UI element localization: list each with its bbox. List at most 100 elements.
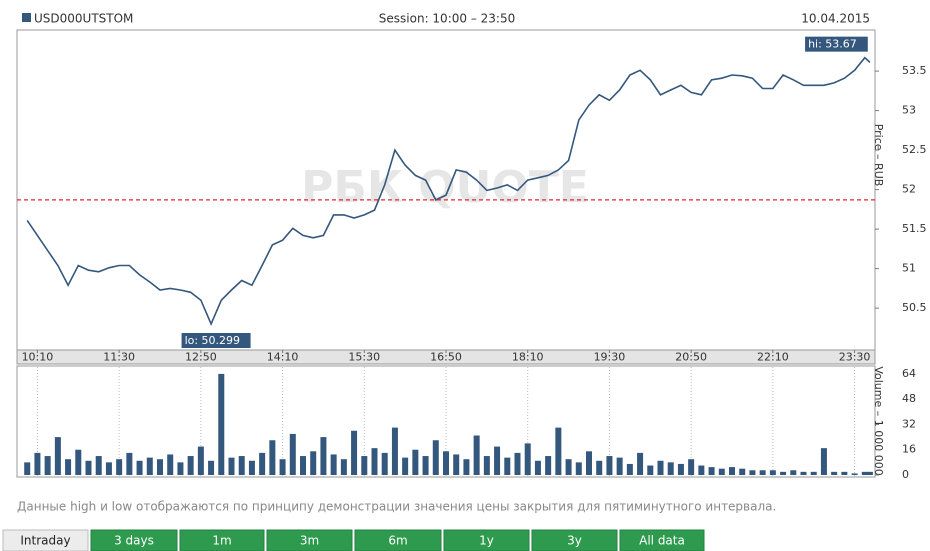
volume-bar bbox=[708, 467, 715, 475]
volume-bar bbox=[238, 456, 245, 475]
volume-bar bbox=[279, 459, 286, 475]
volume-bar bbox=[514, 452, 521, 475]
volume-bar bbox=[739, 468, 746, 475]
tab-label[interactable]: 1m bbox=[212, 534, 231, 548]
volume-bar bbox=[146, 457, 153, 475]
tab-label[interactable]: 3y bbox=[567, 534, 582, 548]
volume-axis-title: Volume – 1 000 000 bbox=[872, 366, 885, 475]
tab-label[interactable]: 1y bbox=[479, 534, 494, 548]
volume-bar bbox=[412, 449, 419, 475]
volume-bar bbox=[422, 456, 429, 475]
volume-bar bbox=[626, 463, 633, 475]
volume-bar bbox=[677, 463, 684, 475]
tab-label[interactable]: All data bbox=[639, 534, 685, 548]
volume-bar bbox=[105, 462, 112, 475]
volume-bar bbox=[575, 462, 582, 475]
volume-bar bbox=[443, 451, 449, 475]
volume-bar bbox=[749, 470, 756, 475]
tab-label[interactable]: 6m bbox=[388, 534, 407, 548]
volume-bar bbox=[483, 456, 490, 475]
y-tick-label: 64 bbox=[902, 367, 916, 380]
volume-bar bbox=[647, 465, 654, 475]
volume-bar bbox=[606, 456, 613, 475]
volume-bar bbox=[657, 460, 664, 475]
volume-panel bbox=[16, 365, 876, 478]
volume-bar bbox=[769, 470, 776, 475]
volume-bar bbox=[866, 471, 873, 475]
tab[interactable] bbox=[266, 529, 353, 551]
volume-bar bbox=[85, 460, 92, 475]
volume-bar bbox=[310, 451, 317, 475]
volume-bar bbox=[65, 459, 72, 475]
tab[interactable] bbox=[90, 529, 178, 551]
volume-bar bbox=[831, 471, 838, 475]
tab-label[interactable]: 3m bbox=[300, 534, 319, 548]
y-tick-label: 48 bbox=[902, 392, 916, 405]
volume-bar bbox=[381, 452, 388, 475]
session: Session: 10:00 – 23:50 bbox=[379, 12, 515, 26]
volume-bar bbox=[759, 470, 766, 475]
y-tick-label: 52 bbox=[902, 183, 916, 196]
y-tick-label: 16 bbox=[902, 443, 916, 456]
volume-bar bbox=[861, 471, 868, 475]
volume-bar bbox=[248, 460, 255, 475]
x-tick-label: 15:30 bbox=[348, 351, 380, 364]
volume-bar bbox=[187, 456, 194, 475]
x-tick-label: 10:10 bbox=[22, 351, 54, 364]
volume-bar bbox=[402, 457, 409, 475]
volume-bar bbox=[391, 427, 398, 475]
volume-bar bbox=[208, 460, 215, 475]
legend-swatch bbox=[22, 13, 31, 22]
y-tick-label: 32 bbox=[902, 417, 916, 430]
volume-bar bbox=[698, 465, 705, 475]
footnote: Данные high и low отображаются по принци… bbox=[17, 500, 776, 514]
volume-bar bbox=[259, 452, 266, 475]
volume-bar bbox=[616, 457, 623, 475]
x-tick-label: 12:50 bbox=[185, 351, 217, 364]
tab[interactable] bbox=[179, 529, 265, 551]
x-tick-label: 19:30 bbox=[594, 351, 626, 364]
tab[interactable] bbox=[2, 529, 89, 551]
volume-bar bbox=[340, 459, 347, 475]
volume-bar bbox=[810, 471, 817, 475]
tabs: Intraday 3 days 1m 3m 6m 1y 3y All data bbox=[2, 529, 705, 551]
volume-bar bbox=[167, 454, 174, 475]
tab[interactable] bbox=[443, 529, 530, 551]
tab[interactable] bbox=[354, 529, 442, 551]
volume-bar bbox=[351, 430, 358, 475]
volume-bar bbox=[432, 440, 439, 475]
volume-bar bbox=[34, 452, 41, 475]
volume-bar bbox=[800, 471, 807, 475]
volume-bar bbox=[463, 459, 470, 475]
x-tick-label: 14:10 bbox=[267, 351, 299, 364]
volume-bar bbox=[494, 446, 501, 475]
volume-bar bbox=[54, 437, 61, 475]
tab-label[interactable]: Intraday bbox=[20, 534, 70, 548]
volume-bar bbox=[688, 459, 695, 475]
volume-bar bbox=[841, 471, 848, 475]
volume-bar bbox=[300, 456, 306, 475]
volume-bar bbox=[361, 456, 368, 475]
volume-bar bbox=[136, 460, 143, 475]
volume-bar bbox=[504, 457, 511, 475]
volume-bar bbox=[718, 468, 725, 475]
y-tick-label: 53.5 bbox=[902, 64, 927, 77]
x-tick-label: 11:30 bbox=[103, 351, 135, 364]
volume-bar bbox=[157, 459, 163, 475]
volume-bar bbox=[565, 459, 572, 475]
annotation-box bbox=[805, 36, 868, 52]
date: 10.04.2015 bbox=[801, 12, 870, 26]
tab-label[interactable]: 3 days bbox=[114, 534, 154, 548]
volume-bar bbox=[453, 454, 460, 475]
volume-bar bbox=[330, 454, 337, 475]
volume-bar bbox=[228, 457, 235, 475]
volume-bar bbox=[820, 448, 827, 475]
tab[interactable] bbox=[531, 529, 618, 551]
tab[interactable] bbox=[619, 529, 705, 551]
volume-bar bbox=[790, 470, 797, 475]
volume-bar bbox=[667, 462, 674, 475]
volume-bar bbox=[116, 459, 123, 475]
volume-bar bbox=[586, 451, 592, 475]
